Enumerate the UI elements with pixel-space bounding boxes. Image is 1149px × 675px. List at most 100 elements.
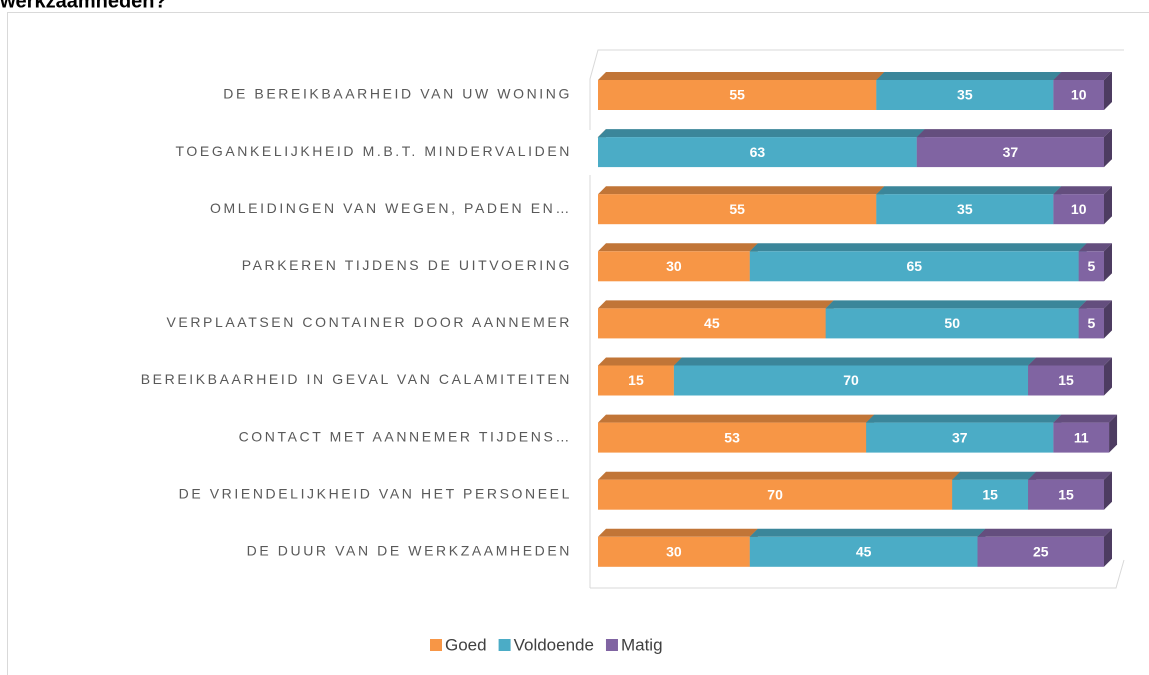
bar bbox=[876, 194, 1054, 225]
bar-top bbox=[825, 300, 1087, 309]
category-label: OMLEIDINGEN VAN WEGEN, PADEN EN… bbox=[210, 200, 572, 216]
bar-top bbox=[598, 72, 885, 80]
bar-top bbox=[1053, 414, 1118, 423]
chart-border bbox=[7, 12, 1149, 675]
bar-top bbox=[673, 357, 1037, 366]
legend-swatch bbox=[430, 639, 442, 651]
bar bbox=[876, 80, 1054, 110]
bar bbox=[673, 365, 1029, 396]
bar bbox=[598, 308, 826, 339]
bar-top bbox=[977, 528, 1112, 537]
bar bbox=[598, 422, 867, 453]
value-label: 70 bbox=[843, 372, 859, 388]
bar-top bbox=[598, 414, 875, 423]
bar-top bbox=[598, 300, 834, 309]
category-label: TOEGANKELIJKHEID M.B.T. MINDERVALIDEN bbox=[176, 143, 573, 159]
bar-top bbox=[598, 357, 682, 366]
value-label: 37 bbox=[1003, 144, 1019, 160]
label-clip bbox=[585, 130, 597, 175]
category-label: BEREIKBAARHEID IN GEVAL VAN CALAMITEITEN bbox=[141, 371, 572, 387]
bar-top bbox=[749, 243, 1087, 252]
legend-swatch bbox=[498, 639, 511, 651]
legend-label: Goed bbox=[445, 635, 487, 654]
bar-top bbox=[598, 528, 758, 537]
bar-top bbox=[1053, 186, 1112, 195]
legend-label: Voldoende bbox=[514, 635, 594, 654]
value-label: 55 bbox=[729, 201, 745, 217]
bar-top bbox=[876, 186, 1062, 195]
bar bbox=[749, 536, 978, 567]
category-label: DE BEREIKBAARHEID VAN UW WONING bbox=[223, 86, 572, 102]
bar bbox=[1053, 422, 1110, 453]
bar bbox=[866, 422, 1054, 453]
bar bbox=[825, 308, 1079, 339]
bar-top bbox=[866, 414, 1062, 423]
legend-swatch bbox=[605, 639, 618, 651]
value-label: 63 bbox=[750, 144, 766, 160]
bar bbox=[598, 137, 917, 168]
value-label: 65 bbox=[906, 258, 922, 274]
bar bbox=[977, 536, 1104, 567]
floor bbox=[590, 559, 1125, 589]
bar-top bbox=[1078, 300, 1112, 309]
value-label: 53 bbox=[724, 429, 740, 445]
bar-top bbox=[952, 471, 1037, 480]
value-label: 15 bbox=[1058, 486, 1074, 502]
bar-top bbox=[1053, 72, 1112, 80]
bar-top bbox=[749, 528, 986, 537]
bar-side bbox=[1104, 471, 1112, 510]
chart-title: werkzaamheden? bbox=[0, 0, 167, 12]
value-label: 35 bbox=[957, 87, 973, 103]
value-label: 37 bbox=[952, 429, 968, 445]
value-label: 30 bbox=[666, 544, 682, 560]
bar-top bbox=[1078, 243, 1112, 252]
value-label: 50 bbox=[944, 315, 960, 331]
bar-side bbox=[1104, 186, 1112, 225]
bar-top bbox=[876, 72, 1062, 80]
bar-top bbox=[1028, 357, 1112, 366]
category-label: VERPLAATSEN CONTAINER DOOR AANNEMER bbox=[166, 314, 572, 330]
value-label: 15 bbox=[982, 486, 998, 502]
bar bbox=[598, 251, 750, 282]
bar-top bbox=[598, 471, 961, 480]
bar-side bbox=[1104, 300, 1112, 339]
bar bbox=[749, 251, 1079, 282]
bar-side bbox=[1104, 72, 1112, 110]
bar-top bbox=[598, 243, 758, 252]
value-label: 30 bbox=[666, 258, 682, 274]
bar bbox=[1053, 194, 1104, 225]
value-label: 11 bbox=[1074, 429, 1089, 445]
category-label: DE VRIENDELIJKHEID VAN HET PERSONEEL bbox=[179, 485, 572, 501]
value-label: 5 bbox=[1087, 315, 1095, 331]
bar bbox=[952, 479, 1029, 510]
bar-side bbox=[1104, 357, 1112, 396]
bar bbox=[1028, 365, 1104, 396]
category-label: CONTACT MET AANNEMER TIJDENS… bbox=[239, 428, 572, 444]
value-label: 10 bbox=[1071, 201, 1087, 217]
category-label: PARKEREN TIJDENS DE UITVOERING bbox=[242, 257, 572, 273]
value-label: 45 bbox=[856, 544, 872, 560]
value-label: 5 bbox=[1087, 258, 1095, 274]
value-label: 35 bbox=[957, 201, 973, 217]
category-label: DE DUUR VAN DE WERKZAAMHEDEN bbox=[247, 543, 572, 559]
value-label: 45 bbox=[704, 315, 720, 331]
bar bbox=[1078, 308, 1104, 339]
bar-side bbox=[1104, 129, 1112, 168]
value-label: 25 bbox=[1033, 544, 1049, 560]
bar bbox=[598, 365, 674, 396]
bar bbox=[1078, 251, 1104, 282]
back-wall bbox=[589, 49, 1124, 588]
value-label: 15 bbox=[628, 372, 644, 388]
value-label: 70 bbox=[767, 486, 783, 502]
bar-top bbox=[916, 129, 1112, 138]
bar bbox=[1028, 479, 1104, 510]
bar bbox=[598, 80, 877, 110]
bar-top bbox=[598, 186, 885, 195]
bar-side bbox=[1104, 528, 1112, 567]
bar bbox=[916, 137, 1104, 168]
bar bbox=[1053, 80, 1104, 110]
value-label: 15 bbox=[1058, 372, 1074, 388]
bar-top bbox=[1028, 471, 1112, 480]
bar-side bbox=[1104, 243, 1112, 282]
